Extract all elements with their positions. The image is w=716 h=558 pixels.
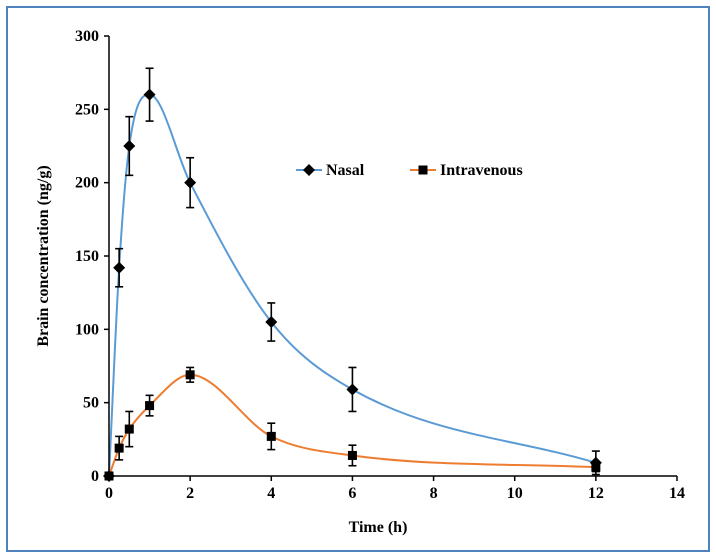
intravenous-data-point bbox=[591, 462, 601, 472]
y-tick-label: 150 bbox=[75, 248, 99, 265]
nasal-data-point bbox=[113, 261, 126, 274]
y-tick-label: 100 bbox=[75, 321, 99, 338]
nasal-data-point bbox=[346, 383, 359, 396]
x-tick-label: 12 bbox=[588, 485, 604, 502]
y-tick-label: 300 bbox=[75, 28, 99, 45]
x-tick-label: 0 bbox=[105, 485, 113, 502]
nasal-legend-label: Nasal bbox=[326, 162, 365, 179]
y-tick-label: 200 bbox=[75, 175, 99, 192]
intravenous-data-point bbox=[124, 424, 134, 434]
intravenous-data-point bbox=[185, 370, 195, 380]
nasal-data-point bbox=[143, 88, 156, 101]
nasal-data-point bbox=[265, 316, 278, 328]
intravenous-data-point bbox=[347, 450, 357, 460]
x-tick-label: 8 bbox=[430, 485, 438, 502]
x-tick-label: 14 bbox=[669, 485, 685, 502]
intravenous-legend-label: Intravenous bbox=[440, 162, 523, 179]
nasal-legend-marker bbox=[303, 164, 315, 176]
x-tick-label: 10 bbox=[507, 485, 523, 502]
nasal-data-point bbox=[184, 176, 197, 189]
nasal-data-point bbox=[123, 140, 136, 152]
y-axis-title: Brain concentration (ng/g) bbox=[35, 165, 52, 346]
y-tick-label: 50 bbox=[83, 395, 99, 412]
x-tick-label: 2 bbox=[186, 485, 194, 502]
intravenous-data-point bbox=[266, 431, 276, 441]
nasal-curve bbox=[108, 93, 597, 477]
y-tick-label: 0 bbox=[91, 468, 99, 485]
intravenous-legend-marker bbox=[418, 165, 428, 175]
y-tick-label: 250 bbox=[75, 101, 99, 118]
x-tick-label: 4 bbox=[267, 485, 275, 502]
x-axis-title: Time (h) bbox=[349, 519, 408, 536]
x-tick-label: 6 bbox=[348, 485, 356, 502]
intravenous-data-point bbox=[114, 443, 124, 453]
intravenous-data-point bbox=[145, 401, 155, 411]
